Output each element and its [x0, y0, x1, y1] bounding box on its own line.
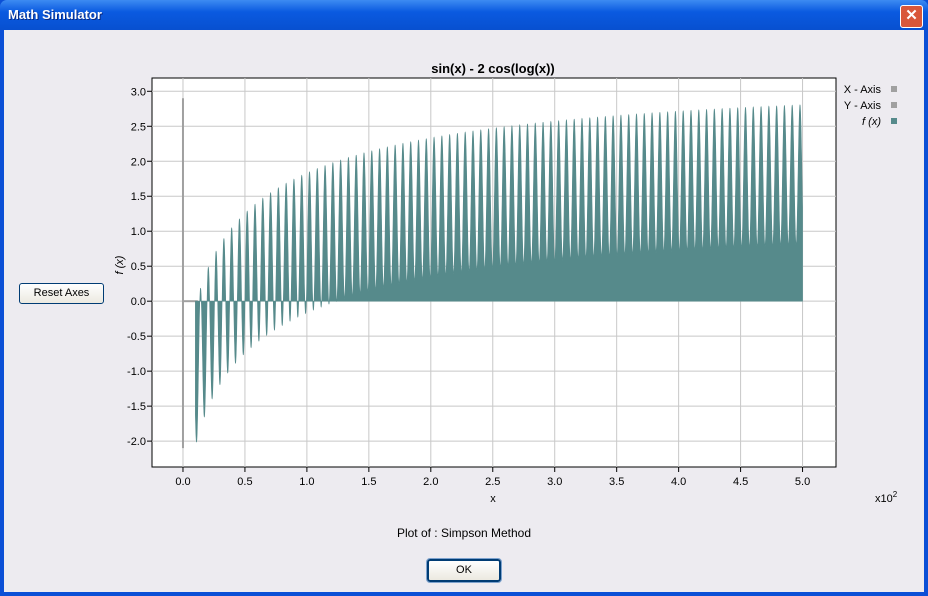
window-title: Math Simulator — [8, 7, 102, 22]
y-tick-label: 0.5 — [131, 261, 146, 273]
x-tick-label: 3.5 — [609, 476, 624, 488]
legend-swatch — [891, 86, 897, 92]
y-tick-label: -0.5 — [127, 331, 146, 343]
y-tick-label: -2.0 — [127, 436, 146, 448]
chart-title: sin(x) - 2 cos(log(x)) — [431, 61, 555, 76]
x-multiplier: x102 — [875, 490, 898, 505]
y-tick-label: 2.0 — [131, 156, 146, 168]
y-axis-label: f (x) — [114, 255, 126, 274]
y-tick-label: 0.0 — [131, 296, 146, 308]
y-tick-label: 2.5 — [131, 121, 146, 133]
y-tick-label: 3.0 — [131, 86, 146, 98]
legend-label: f (x) — [862, 116, 881, 128]
x-tick-label: 4.5 — [733, 476, 748, 488]
legend-swatch — [891, 118, 897, 124]
fx-series-area — [195, 104, 803, 443]
y-tick-label: -1.0 — [127, 366, 146, 378]
x-tick-label: 1.0 — [299, 476, 314, 488]
x-tick-label: 2.5 — [485, 476, 500, 488]
x-tick-label: 2.0 — [423, 476, 438, 488]
y-tick-label: 1.0 — [131, 226, 146, 238]
close-icon[interactable]: ✕ — [900, 5, 923, 28]
x-tick-label: 1.5 — [361, 476, 376, 488]
legend-label: Y - Axis — [844, 100, 882, 112]
y-tick-label: -1.5 — [127, 401, 146, 413]
x-tick-label: 0.0 — [175, 476, 190, 488]
x-tick-label: 5.0 — [795, 476, 810, 488]
x-tick-label: 0.5 — [237, 476, 252, 488]
x-axis-label: x — [490, 493, 496, 505]
reset-axes-button[interactable]: Reset Axes — [19, 283, 104, 304]
legend-label: X - Axis — [844, 84, 882, 96]
x-tick-label: 4.0 — [671, 476, 686, 488]
y-tick-label: 1.5 — [131, 191, 146, 203]
plot-caption: Plot of : Simpson Method — [396, 526, 532, 540]
x-tick-label: 3.0 — [547, 476, 562, 488]
ok-button[interactable]: OK — [426, 558, 502, 583]
legend-swatch — [891, 102, 897, 108]
title-bar[interactable]: Math Simulator ✕ — [0, 0, 928, 30]
